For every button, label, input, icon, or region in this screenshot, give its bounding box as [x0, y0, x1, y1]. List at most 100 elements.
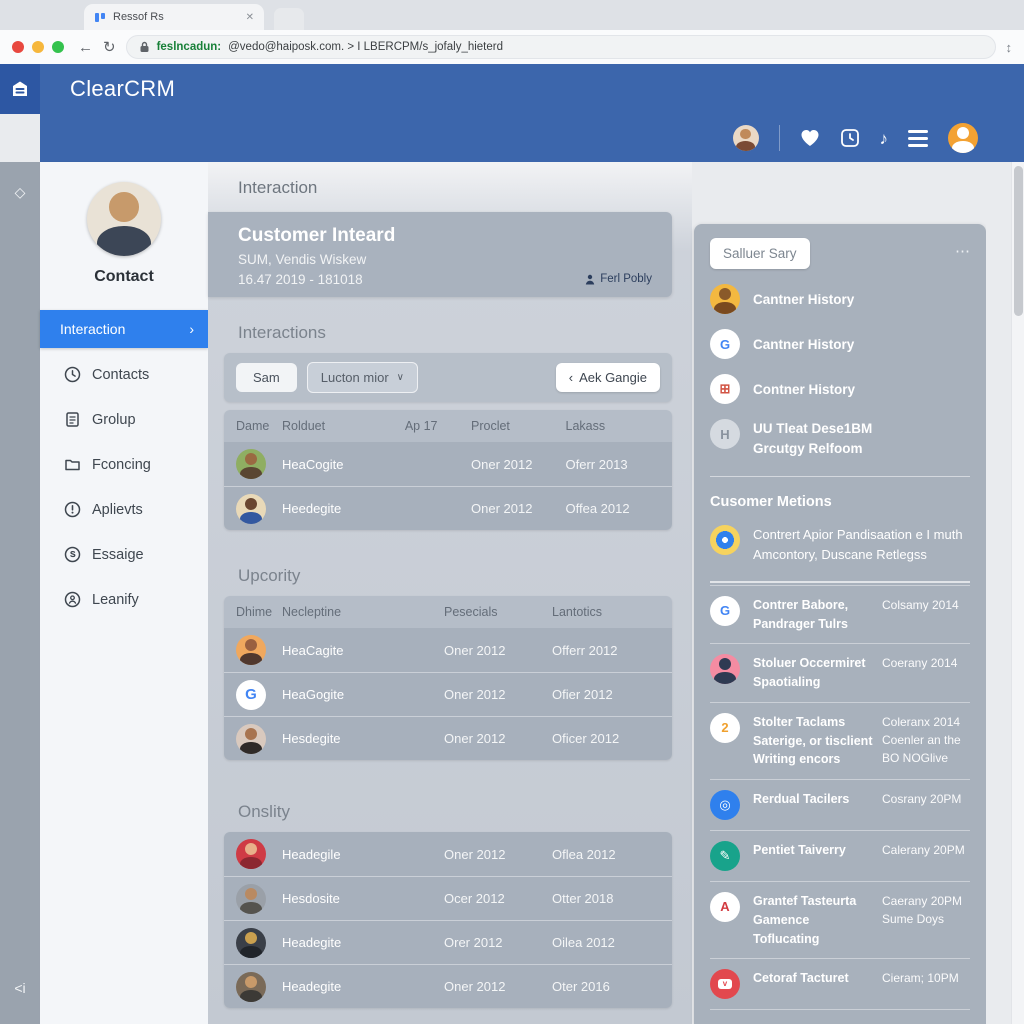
col-dame: Dame [236, 419, 270, 433]
row-avatar [236, 839, 266, 869]
sidebar-item-contacts[interactable]: Contacts [40, 356, 208, 393]
event-time: Cosrany 20PM [882, 792, 962, 807]
timeline-event[interactable]: A Grantef Tasteurta Gamence Toflucating C… [710, 881, 970, 958]
row-date: Oner 2012 [471, 456, 533, 472]
row-name: Headegile [282, 846, 341, 862]
table-row[interactable]: G HeaGogite Oner 2012 Ofier 2012 [224, 672, 672, 716]
list-item[interactable]: Cantner History [710, 284, 970, 314]
scrollbar-thumb[interactable] [1013, 166, 1023, 316]
folder-icon [65, 459, 80, 471]
heart-icon[interactable] [800, 129, 820, 147]
close-window-button[interactable] [12, 41, 24, 53]
ask-gangie-button[interactable]: ‹ Aek Gangie [555, 363, 660, 392]
summary-period: 16.47 2019 - 181018 [238, 272, 363, 287]
url-text: @vedo@haiposk.com. > I LBERCPM/s_jofaly_… [228, 41, 504, 53]
person-small-icon [586, 274, 595, 284]
history-label-line1: UU Tleat Dese1BM [753, 421, 873, 436]
table-row[interactable]: Headegile Oner 2012 Oflea 2012 [224, 832, 672, 876]
timeline-event[interactable]: G Contrer Babore, Pandrager Tulrs Colsamy… [710, 584, 970, 644]
app-logo[interactable] [0, 64, 40, 114]
timeline-event[interactable]: 2 Stolter Taclams Saterige, or tisclient W… [710, 701, 970, 779]
alert-icon [64, 501, 81, 518]
table-row[interactable]: Heedegite Oner 2012 Offea 2012 [224, 486, 672, 530]
new-tab-button[interactable] [274, 8, 304, 30]
tab-close-icon[interactable]: ✕ [245, 11, 254, 23]
mention-item[interactable]: Contrert Apior Pandisaation e I muth Amc… [710, 524, 970, 565]
sidebar-item-label: Contacts [92, 366, 150, 383]
upcoming-table: Dhime Necleptine Pesecials Lantotics Hea… [224, 596, 672, 760]
rail-tag-icon[interactable]: ◇ [14, 184, 26, 200]
clock-box-icon[interactable] [840, 128, 860, 148]
table-row[interactable]: Hesdegite Oner 2012 Oficer 2012 [224, 716, 672, 760]
timeline-event[interactable]: ✎ Pentiet Taiverry Calerany 20PM [710, 830, 970, 881]
interactions-table-header: Dame Rolduet Ap 17 Proclet Lakass [224, 410, 672, 442]
summary-link-label: Ferl Pobly [600, 273, 652, 285]
note-icon[interactable]: ♪ [879, 128, 889, 148]
sidebar-item-label: Leanify [92, 591, 139, 608]
mention-text: Contrert Apior Pandisaation e I muth Amc… [753, 525, 963, 565]
browser-tab[interactable]: Ressof Rs ✕ [84, 4, 264, 30]
user-avatar-small[interactable] [732, 125, 759, 151]
maximize-window-button[interactable] [52, 41, 64, 53]
contact-avatar[interactable] [87, 182, 161, 256]
timeline-event[interactable]: v Cetoraf Tacturet Cieram; 10PM [710, 958, 970, 1009]
event-text: Grantef Tasteurta Gamence Toflucating [753, 894, 857, 946]
sidebar-item-leanify[interactable]: Leanify [40, 581, 208, 618]
event-time: Colsamy 2014 [882, 597, 959, 612]
header-divider [778, 125, 780, 151]
list-item[interactable]: G Cantner History [710, 329, 970, 359]
table-row[interactable]: Headegite Oner 2012 Oter 2016 [224, 964, 672, 1008]
upcoming-heading: Upcority [238, 566, 301, 585]
list-item[interactable]: H UU Tleat Dese1BM Grcutgy Relfoom [710, 419, 970, 460]
main-content: Interaction Customer Inteard SUM, Vendis… [208, 162, 692, 1024]
sidebar-item-interaction[interactable]: Interaction › [40, 310, 208, 348]
sidebar-item-fconcing[interactable]: Fconcing [40, 446, 208, 483]
row-name: Hesdosite [282, 891, 340, 906]
row-date: Oner 2012 [471, 501, 533, 516]
upcoming-table-header: Dhime Necleptine Pesecials Lantotics [224, 596, 672, 628]
filter-dropdown[interactable]: Lucton mior ∨ [306, 362, 418, 393]
timeline-event[interactable]: Stoluer Occermiret Spaotialing Coerany 20… [710, 643, 970, 702]
sam-filter-button[interactable]: Sam [236, 363, 297, 392]
minimize-window-button[interactable] [32, 41, 44, 53]
row-status: Offerr 2012 [552, 642, 618, 658]
table-row[interactable]: HeaCagite Oner 2012 Offerr 2012 [224, 628, 672, 672]
col-dhime: Dhime [236, 605, 273, 619]
salluer-sary-button[interactable]: Salluer Sary [710, 238, 810, 269]
app-header: ClearCRM [0, 64, 1024, 114]
more-options-icon[interactable]: ⋯ [955, 243, 970, 260]
row-date: Oner 2012 [444, 687, 506, 702]
url-bar[interactable]: feslncadun: @vedo@haiposk.com. > I LBERC… [125, 35, 996, 59]
col-pesecials: Pesecials [444, 605, 498, 619]
summary-link[interactable]: Ferl Pobly [585, 273, 652, 285]
timeline-event[interactable]: Cassgnr 2024 [710, 1009, 970, 1024]
ask-gangie-label: Aek Gangie [579, 370, 647, 385]
reload-icon[interactable]: ↻ [103, 38, 116, 56]
col-lantotics: Lantotics [552, 605, 603, 619]
user-pink-icon [710, 654, 740, 685]
sidebar-item-group[interactable]: Grolup [40, 401, 208, 438]
table-row[interactable]: Headegite Orer 2012 Oilea 2012 [224, 920, 672, 964]
table-row[interactable]: HeaCogite Oner 2012 Oferr 2013 [224, 442, 672, 486]
header-icon-bar: ♪ [40, 114, 1024, 162]
page-gutter [986, 162, 1024, 1024]
sidebar-item-essaige[interactable]: Essaige [40, 536, 208, 573]
timeline-event[interactable]: ◎ Rerdual Tacilers Cosrany 20PM [710, 779, 970, 830]
event-time: Coleranx 2014 Coenler an the BO NOGlive [882, 714, 961, 765]
list-item[interactable]: ⊞ Contner History [710, 374, 970, 404]
row-name: Headegite [282, 979, 342, 994]
scrollbar[interactable] [1011, 162, 1024, 1024]
history-label-line2: Grcutgy Relfoom [753, 441, 863, 457]
page-title: Interaction [238, 178, 318, 197]
sidebar-item-label: Grolup [92, 411, 136, 428]
rail-collapse-icon[interactable]: <i [14, 980, 26, 996]
sidebar-item-aplievts[interactable]: Aplievts [40, 491, 208, 528]
quality-heading: Onslity [238, 802, 290, 821]
back-icon[interactable]: ← [78, 38, 93, 56]
scroll-updown-icon[interactable]: ↕ [1005, 39, 1013, 55]
table-row[interactable]: Hesdosite Ocer 2012 Otter 2018 [224, 876, 672, 920]
event-text: Stoluer Occermiret Spaotialing [753, 656, 866, 690]
profile-avatar-orange[interactable] [948, 123, 978, 153]
menu-icon[interactable] [908, 129, 928, 147]
interactions-table: Dame Rolduet Ap 17 Proclet Lakass HeaCog… [224, 410, 672, 530]
